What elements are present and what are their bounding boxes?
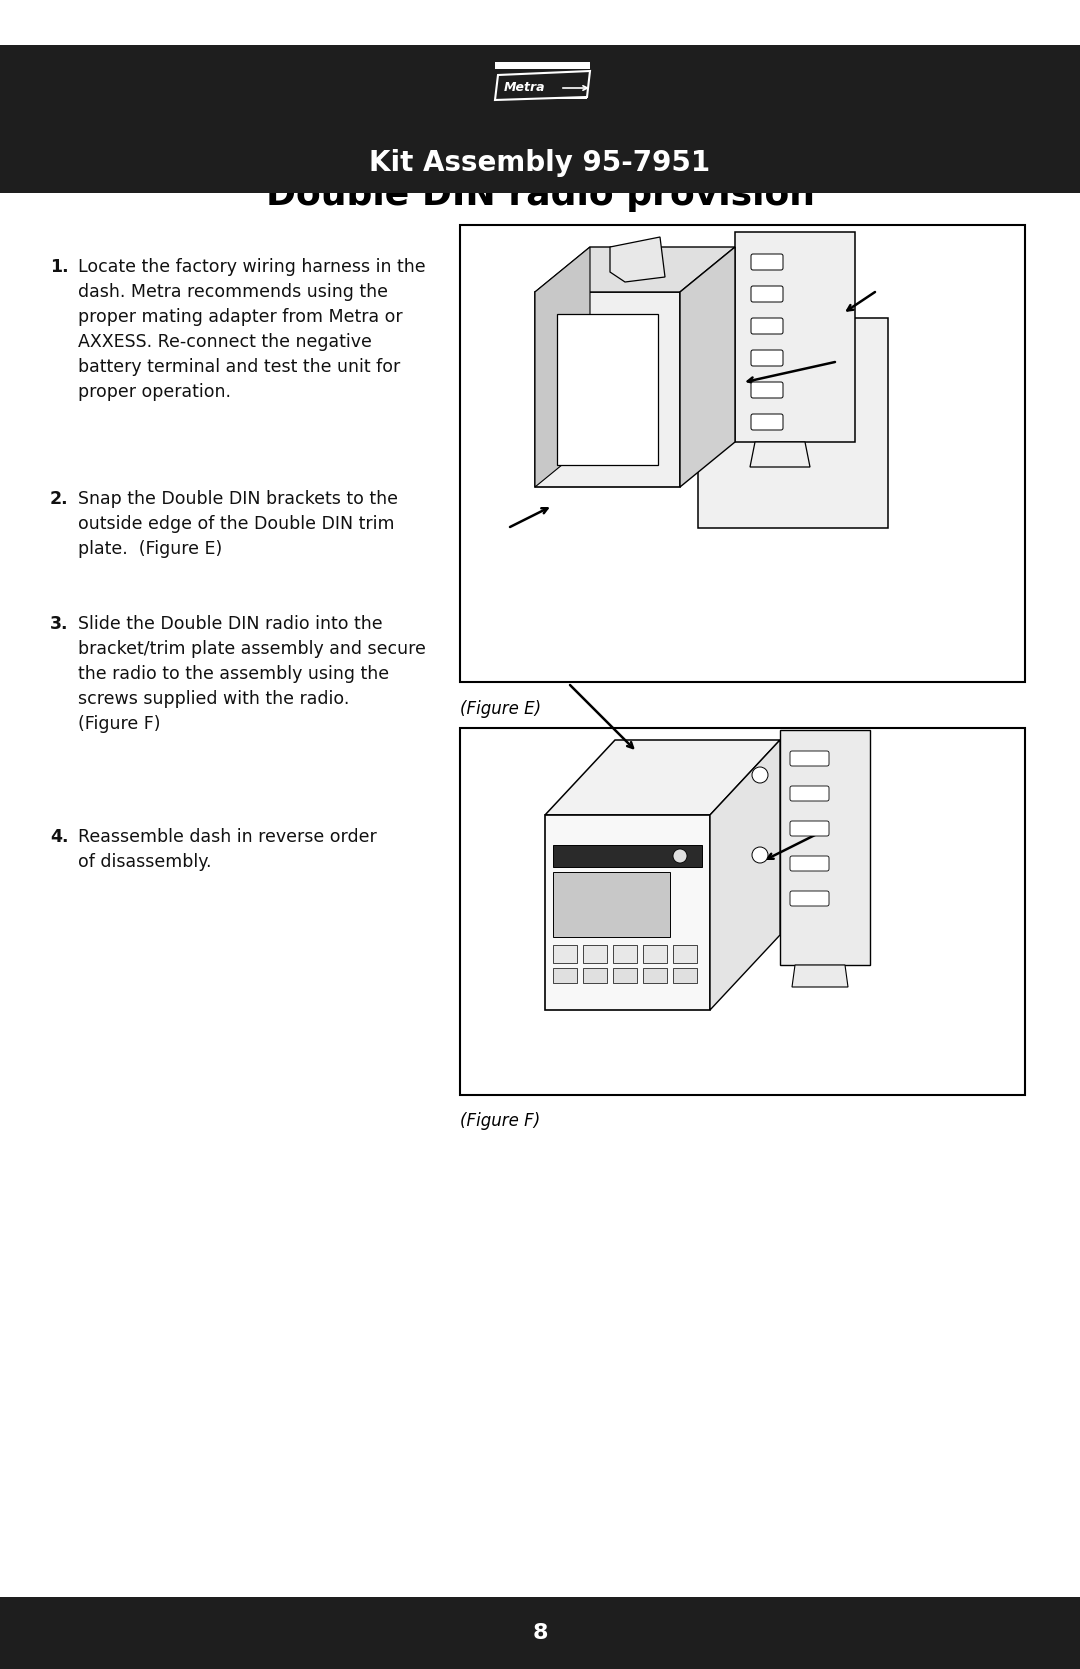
Polygon shape: [545, 739, 780, 814]
Polygon shape: [545, 814, 710, 1010]
Bar: [460, 225, 1025, 683]
Polygon shape: [557, 314, 658, 466]
Text: 4.: 4.: [50, 828, 68, 846]
Text: (Figure F): (Figure F): [460, 1112, 540, 1130]
Polygon shape: [643, 968, 667, 983]
Bar: [495, 62, 590, 68]
Polygon shape: [673, 968, 697, 983]
FancyBboxPatch shape: [789, 751, 829, 766]
Bar: [0, 45, 1080, 194]
Polygon shape: [673, 945, 697, 963]
Polygon shape: [613, 968, 637, 983]
FancyBboxPatch shape: [751, 285, 783, 302]
Polygon shape: [610, 237, 665, 282]
Text: Kit Assembly 95-7951: Kit Assembly 95-7951: [369, 149, 711, 177]
Text: 2.: 2.: [50, 491, 69, 507]
FancyBboxPatch shape: [789, 891, 829, 906]
Bar: [0, 1597, 1080, 1669]
Polygon shape: [735, 232, 855, 442]
Polygon shape: [553, 871, 670, 936]
FancyBboxPatch shape: [751, 319, 783, 334]
Polygon shape: [535, 247, 735, 292]
Polygon shape: [583, 968, 607, 983]
Text: 8: 8: [532, 1622, 548, 1642]
FancyBboxPatch shape: [751, 382, 783, 397]
FancyBboxPatch shape: [789, 856, 829, 871]
Polygon shape: [613, 945, 637, 963]
Text: Double DIN radio provision: Double DIN radio provision: [266, 179, 814, 212]
Polygon shape: [710, 739, 780, 1010]
Text: (Figure E): (Figure E): [460, 699, 541, 718]
Polygon shape: [583, 945, 607, 963]
Polygon shape: [780, 729, 870, 965]
Polygon shape: [680, 247, 735, 487]
Bar: [498, 92, 588, 98]
Polygon shape: [535, 247, 590, 487]
Circle shape: [752, 846, 768, 863]
Polygon shape: [792, 965, 848, 986]
FancyBboxPatch shape: [751, 254, 783, 270]
Polygon shape: [535, 292, 680, 487]
FancyBboxPatch shape: [751, 350, 783, 366]
Text: Slide the Double DIN radio into the
bracket/trim plate assembly and secure
the r: Slide the Double DIN radio into the brac…: [78, 614, 426, 733]
Bar: [460, 728, 1025, 1095]
Text: Snap the Double DIN brackets to the
outside edge of the Double DIN trim
plate.  : Snap the Double DIN brackets to the outs…: [78, 491, 399, 557]
Polygon shape: [698, 319, 888, 529]
Text: Metra: Metra: [504, 82, 545, 95]
FancyBboxPatch shape: [789, 821, 829, 836]
Polygon shape: [643, 945, 667, 963]
Polygon shape: [553, 945, 577, 963]
Text: Locate the factory wiring harness in the
dash. Metra recommends using the
proper: Locate the factory wiring harness in the…: [78, 259, 426, 401]
FancyBboxPatch shape: [751, 414, 783, 431]
Polygon shape: [495, 72, 590, 100]
Text: 3.: 3.: [50, 614, 68, 633]
Polygon shape: [553, 968, 577, 983]
Text: Reassemble dash in reverse order
of disassembly.: Reassemble dash in reverse order of disa…: [78, 828, 377, 871]
Polygon shape: [553, 845, 702, 866]
Text: 1.: 1.: [50, 259, 69, 275]
FancyBboxPatch shape: [789, 786, 829, 801]
Circle shape: [673, 850, 687, 863]
Polygon shape: [750, 442, 810, 467]
Circle shape: [752, 768, 768, 783]
